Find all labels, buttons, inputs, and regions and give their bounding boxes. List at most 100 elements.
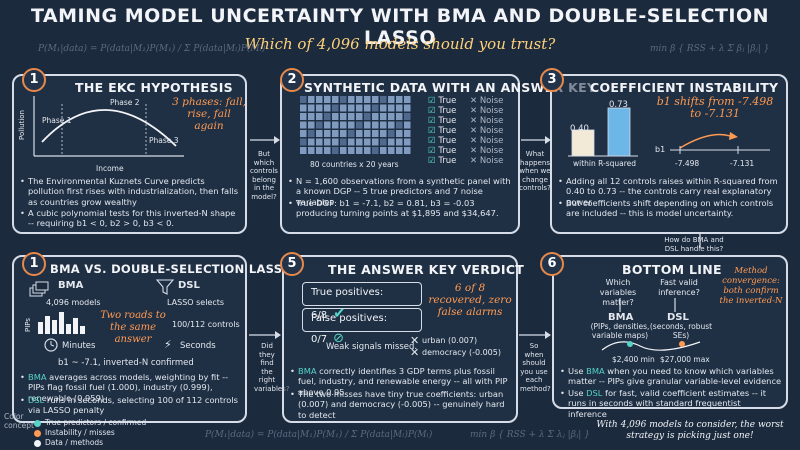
grid-cell — [380, 104, 387, 112]
grid-cell — [316, 147, 323, 154]
grid-cell — [300, 130, 307, 137]
grid-cell — [396, 147, 403, 154]
grid-cell — [356, 104, 363, 112]
grid-cell — [364, 104, 371, 112]
connector-question-5: So when should you use each method? — [520, 342, 551, 393]
question-which-variables: Which variables matter? — [599, 278, 637, 307]
grid-cell — [372, 130, 379, 137]
grid-cell — [324, 113, 331, 120]
miss-urban: urban (0.007) — [422, 336, 478, 345]
bma-choice: BMA — [608, 312, 634, 323]
legend-label: Instability / misses — [45, 428, 115, 437]
bma-time: Minutes — [62, 341, 96, 351]
grid-cell — [316, 104, 323, 112]
grid-cell — [388, 96, 395, 103]
arrow-icon — [699, 234, 701, 248]
blocked-icon: ⊘ — [333, 331, 344, 346]
page-title: TAMING MODEL UNCERTAINTY WITH BMA AND DO… — [30, 5, 770, 49]
bottom-bullet-1: Use BMA when you need to know which vari… — [560, 366, 782, 387]
grid-cell — [372, 104, 379, 112]
connector-question-4: Did they find the right variables? — [254, 342, 290, 393]
grid-cell — [324, 121, 331, 129]
grid-cell — [364, 130, 371, 137]
grid-cell — [396, 96, 403, 103]
panel-number: 1 — [22, 68, 46, 92]
panel-title: THE ANSWER KEY VERDICT — [328, 262, 525, 277]
b1-label: b1 — [655, 145, 666, 154]
noise-variable-item: ✕ Noise — [470, 106, 504, 116]
data-grid-icon — [300, 96, 411, 154]
grid-cell — [364, 113, 371, 120]
grid-cell — [404, 113, 411, 120]
question-fast-inference: Fast valid inference? — [658, 278, 700, 297]
grid-cell — [396, 104, 403, 112]
pips-label: PIPs — [24, 317, 32, 332]
grid-cell — [316, 113, 323, 120]
grid-cell — [340, 121, 347, 129]
grid-cell — [308, 104, 315, 112]
grid-cell — [332, 130, 339, 137]
grid-cell — [332, 113, 339, 120]
legend-title: Color concept — [4, 412, 34, 430]
bma-dsl-note: Two roads to the same answer — [100, 310, 166, 345]
model-stack-icon — [29, 281, 49, 297]
grid-cell — [324, 130, 331, 137]
noise-variable-item: ✕ Noise — [470, 126, 504, 136]
grid-cell — [356, 113, 363, 120]
checkbox-icon: ☑ — [428, 146, 436, 156]
cross-icon: ✕ — [470, 136, 478, 146]
connector-question-3: How do BMA and DSL handle this? — [664, 236, 724, 253]
grid-cell — [332, 147, 339, 154]
panel-number: 6 — [540, 252, 564, 276]
turning-point-min: $2,400 min — [612, 355, 655, 364]
grid-cell — [356, 121, 363, 129]
grid-cell — [316, 130, 323, 137]
grid-cell — [404, 130, 411, 137]
true-predictor-item: ☑ True — [428, 106, 457, 116]
turning-point-max: $27,000 max — [660, 355, 710, 364]
cross-icon: ✕ — [470, 126, 478, 136]
cross-icon: ✕ — [470, 96, 478, 106]
grid-caption: 80 countries x 20 years — [310, 160, 399, 169]
grid-cell — [308, 138, 315, 146]
grid-cell — [348, 104, 355, 112]
b1-right-value: -7.131 — [730, 159, 755, 168]
true-predictor-item: ☑ True — [428, 96, 457, 106]
legend-item: Data / methods — [34, 438, 103, 447]
grid-cell — [364, 147, 371, 154]
grid-cell — [356, 96, 363, 103]
cross-icon: ✕ — [470, 146, 478, 156]
grid-cell — [348, 113, 355, 120]
instability-note: b1 shifts from -7.498 to -7.131 — [656, 95, 774, 120]
funnel-icon — [155, 279, 175, 295]
grid-cell — [380, 113, 387, 120]
grid-cell — [316, 96, 323, 103]
bottom-bullet-2: Use DSL for fast, valid coefficient esti… — [560, 388, 782, 419]
grid-cell — [324, 147, 331, 154]
grid-cell — [324, 138, 331, 146]
bar-1-value: 0.40 — [570, 124, 589, 134]
grid-cell — [404, 96, 411, 103]
grid-cell — [340, 104, 347, 112]
panel-number: 1 — [22, 252, 46, 276]
arrow-icon — [519, 331, 551, 339]
instability-bullet-2: But coefficients shift depending on whic… — [558, 198, 782, 219]
grid-cell — [308, 121, 315, 129]
miss-icon: ✕ — [410, 346, 420, 359]
ekc-bullet-1: The Environmental Kuznets Curve predicts… — [20, 176, 240, 207]
bar-all-controls — [607, 107, 631, 157]
grid-cell — [396, 113, 403, 120]
bar-caption: within R-squared — [573, 159, 637, 168]
grid-cell — [300, 121, 307, 129]
grid-cell — [388, 130, 395, 137]
panel-number: 2 — [280, 68, 304, 92]
phase-1-label: Phase 1 — [42, 116, 72, 125]
checkbox-icon: ☑ — [428, 126, 436, 136]
connector-question-1: But which controls belong in the model? — [250, 150, 278, 201]
grid-cell — [300, 96, 307, 103]
legend-dot — [34, 439, 41, 447]
checkbox-icon: ☑ — [428, 156, 436, 166]
grid-cell — [372, 121, 379, 129]
b1-shift-arrow — [670, 132, 770, 154]
noise-variable-item: ✕ Noise — [470, 136, 504, 146]
